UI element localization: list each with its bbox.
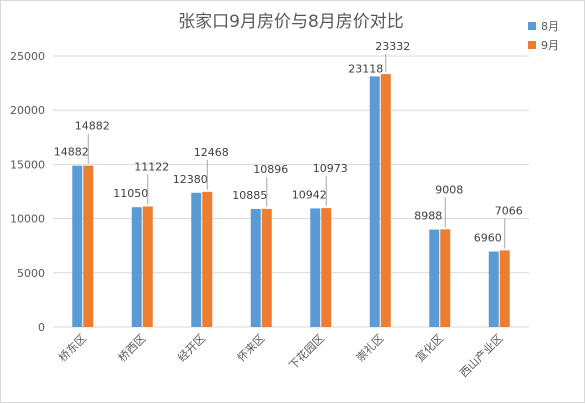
y-tick-label: 5000 xyxy=(17,267,45,280)
data-label: 12468 xyxy=(194,146,229,159)
bar xyxy=(142,206,153,327)
bar xyxy=(488,251,499,327)
y-axis-ticks: 0 5000 10000 15000 20000 25000 xyxy=(10,50,45,334)
bar xyxy=(72,165,83,327)
data-labels: 14882 14882 11050 11122 12380 12468 10885 10896… xyxy=(54,40,523,249)
data-label: 14882 xyxy=(75,120,110,133)
data-label: 10896 xyxy=(253,163,288,176)
bar xyxy=(131,207,142,327)
x-axis-categories: 桥东区 桥西区 经开区 怀来区 下花园区 崇礼区 宣化区 西山产业区 xyxy=(56,331,505,380)
legend-swatch-sep xyxy=(528,41,536,49)
bar xyxy=(250,209,261,327)
legend-swatch-aug xyxy=(528,22,536,30)
x-category-label: 经开区 xyxy=(175,332,208,365)
chart-title: 张家口9月房价与8月房价对比 xyxy=(178,12,404,32)
legend-label-sep: 9月 xyxy=(541,39,559,52)
data-label: 11122 xyxy=(134,160,169,173)
legend-label-aug: 8月 xyxy=(541,20,559,33)
bars xyxy=(72,74,510,328)
x-category-label: 崇礼区 xyxy=(353,331,386,364)
bar xyxy=(369,76,380,327)
bar xyxy=(499,250,510,327)
data-label: 23118 xyxy=(348,62,383,75)
y-tick-label: 0 xyxy=(38,321,45,334)
data-label: 10973 xyxy=(313,162,348,175)
data-label: 12380 xyxy=(173,173,208,186)
y-tick-label: 10000 xyxy=(10,213,45,226)
data-label: 11050 xyxy=(113,187,148,200)
bar xyxy=(191,192,202,327)
data-label: 23332 xyxy=(375,40,410,53)
data-label: 7066 xyxy=(495,204,523,217)
bar xyxy=(321,208,332,327)
data-label: 8988 xyxy=(414,210,442,223)
data-label: 6960 xyxy=(474,232,502,245)
x-category-label: 宣化区 xyxy=(413,331,446,364)
bar xyxy=(380,74,391,328)
x-category-label: 桥西区 xyxy=(116,332,149,365)
x-category-label: 桥东区 xyxy=(56,332,89,365)
x-category-label: 下花园区 xyxy=(287,332,327,372)
y-tick-label: 25000 xyxy=(10,50,45,63)
legend: 8月 9月 xyxy=(528,20,559,52)
y-tick-label: 15000 xyxy=(10,158,45,171)
data-label: 10885 xyxy=(232,189,267,202)
x-category-label: 怀来区 xyxy=(235,332,268,365)
bar xyxy=(440,229,451,327)
bar xyxy=(429,229,440,327)
bar xyxy=(83,165,94,327)
bar xyxy=(310,208,321,327)
bar xyxy=(202,191,213,327)
data-label: 9008 xyxy=(435,183,463,196)
y-tick-label: 20000 xyxy=(10,104,45,117)
data-label: 10942 xyxy=(292,188,327,201)
x-category-label: 西山产业区 xyxy=(457,331,506,380)
data-label: 14882 xyxy=(54,146,89,159)
bar xyxy=(261,208,272,327)
